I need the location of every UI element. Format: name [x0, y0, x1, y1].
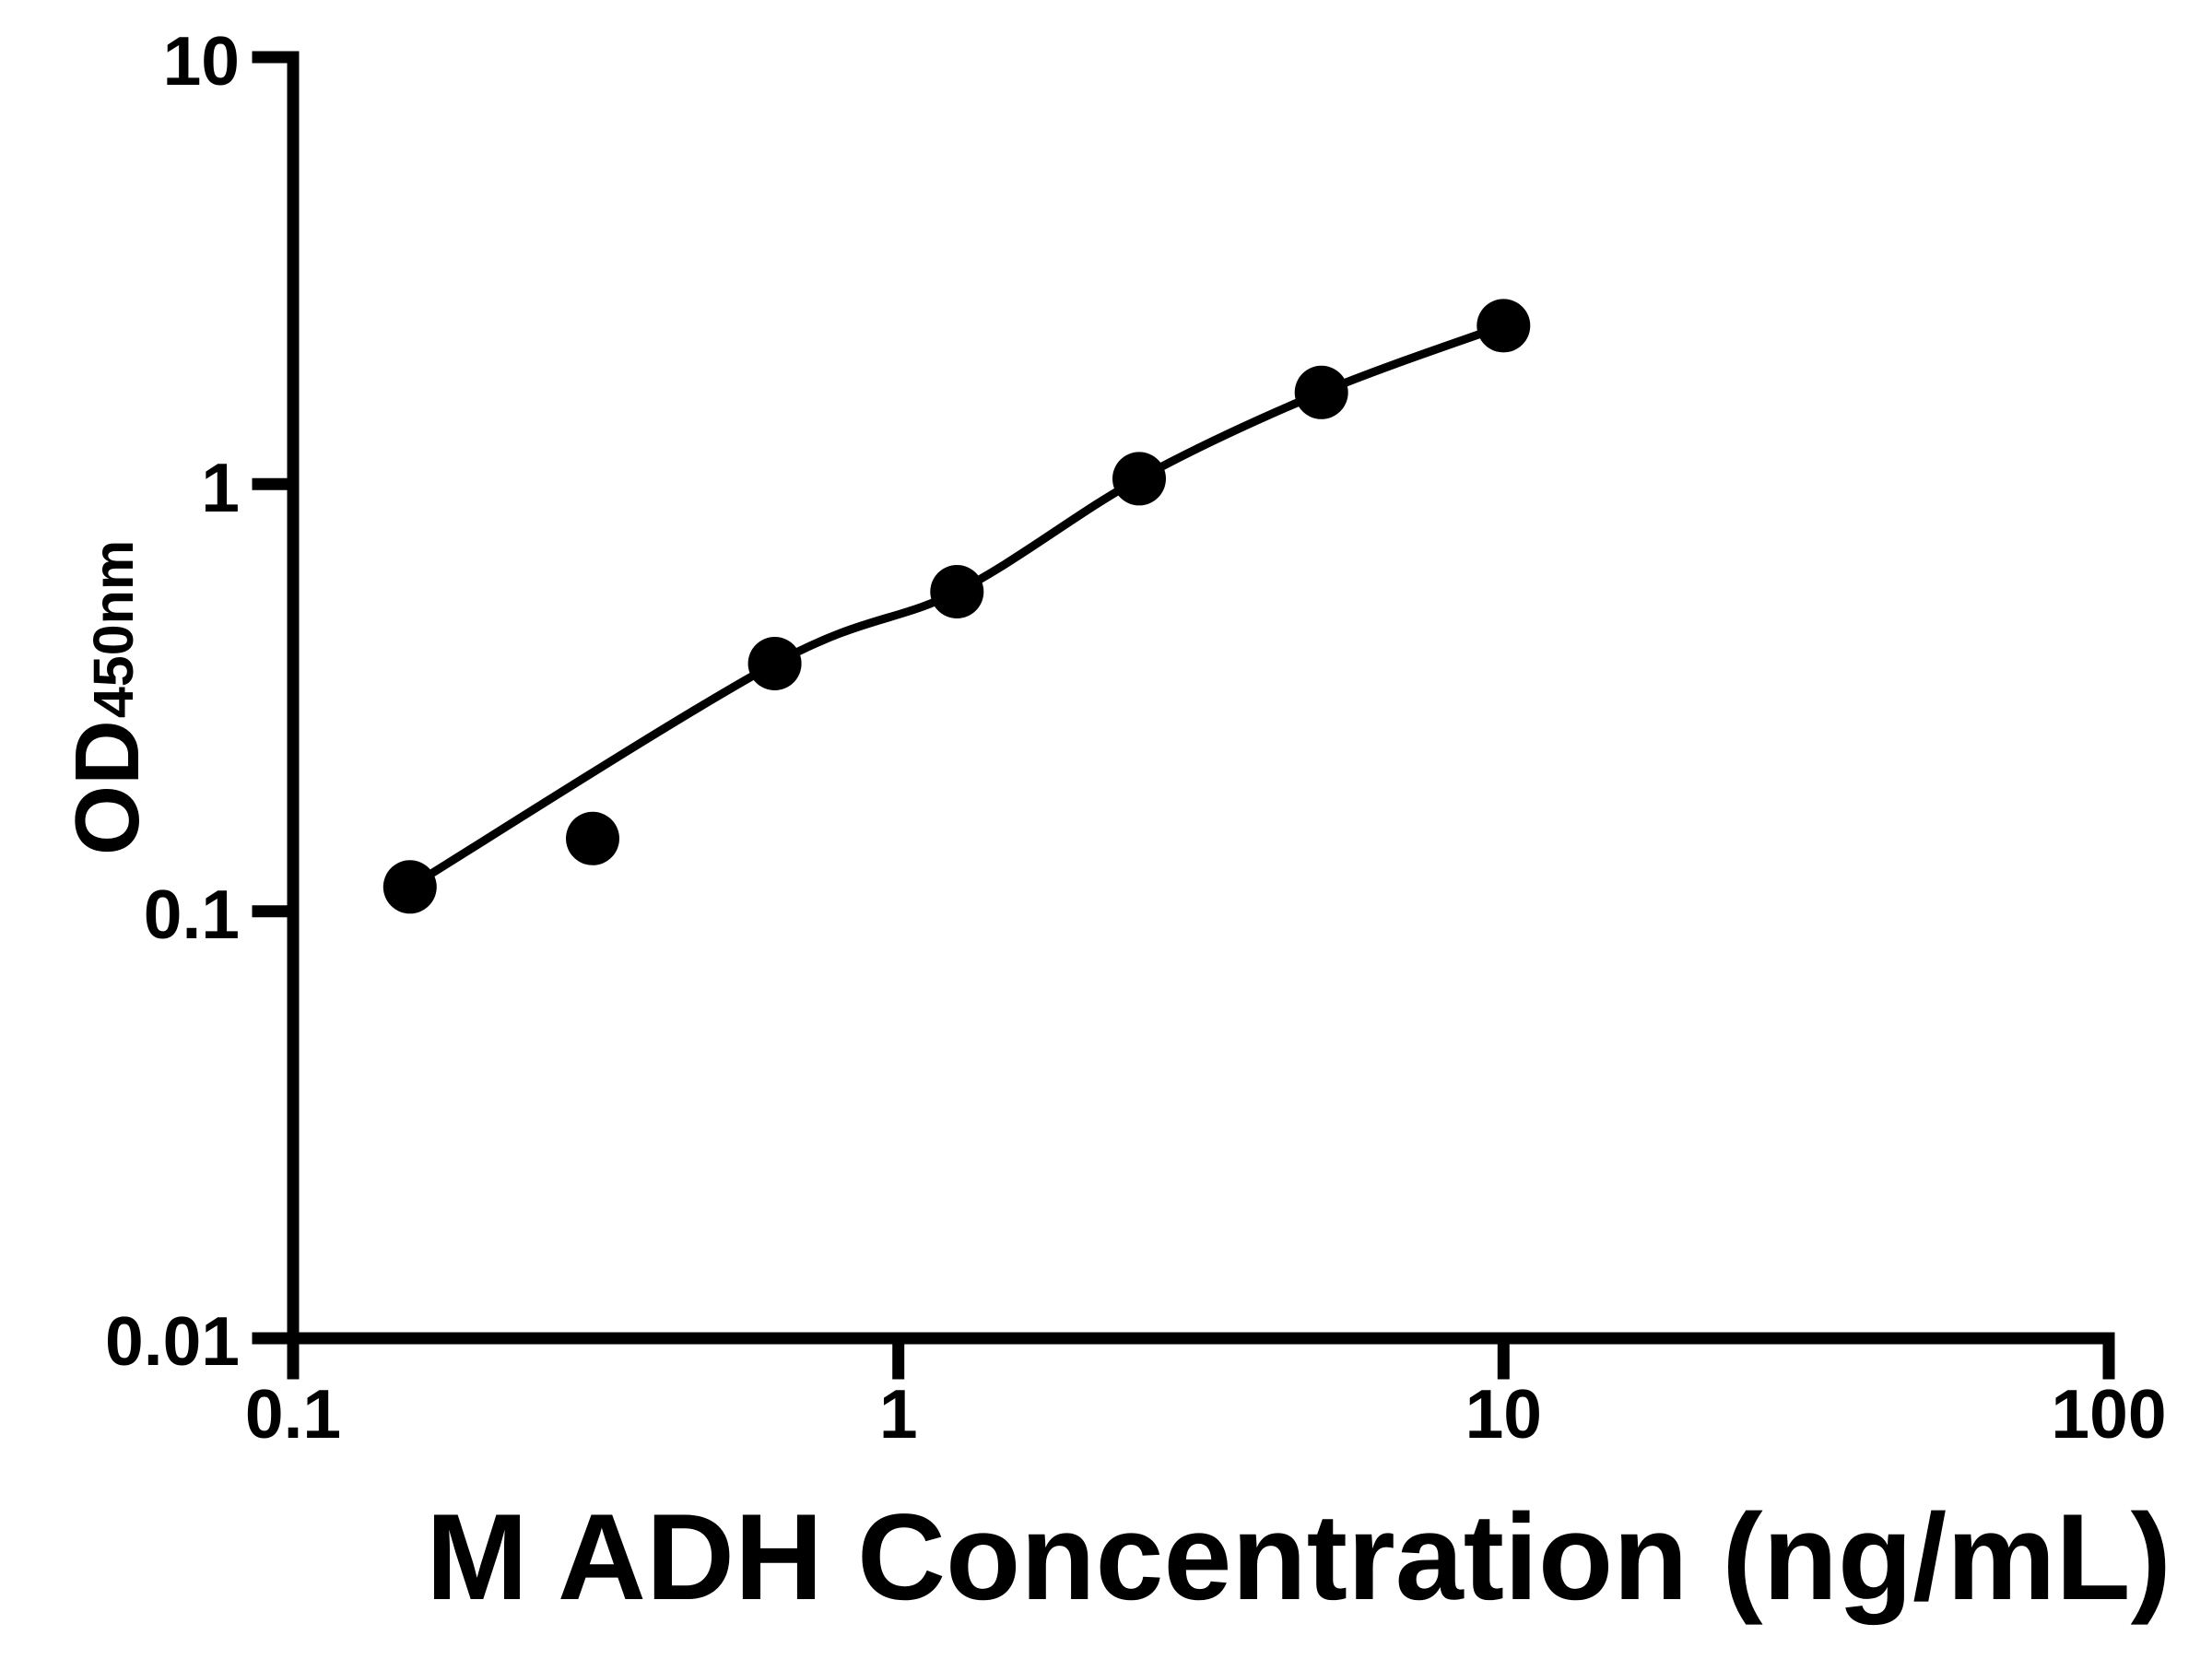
- svg-text:0.1: 0.1: [144, 876, 240, 953]
- svg-text:1: 1: [879, 1375, 918, 1453]
- svg-text:100: 100: [2051, 1375, 2166, 1453]
- svg-text:0.01: 0.01: [105, 1302, 240, 1380]
- svg-text:10: 10: [1465, 1375, 1542, 1453]
- svg-text:0.1: 0.1: [245, 1375, 341, 1453]
- svg-text:10: 10: [163, 22, 240, 100]
- svg-text:1: 1: [201, 449, 240, 526]
- svg-text:M ADH Concentration (ng/mL): M ADH Concentration (ng/mL): [426, 1489, 2171, 1626]
